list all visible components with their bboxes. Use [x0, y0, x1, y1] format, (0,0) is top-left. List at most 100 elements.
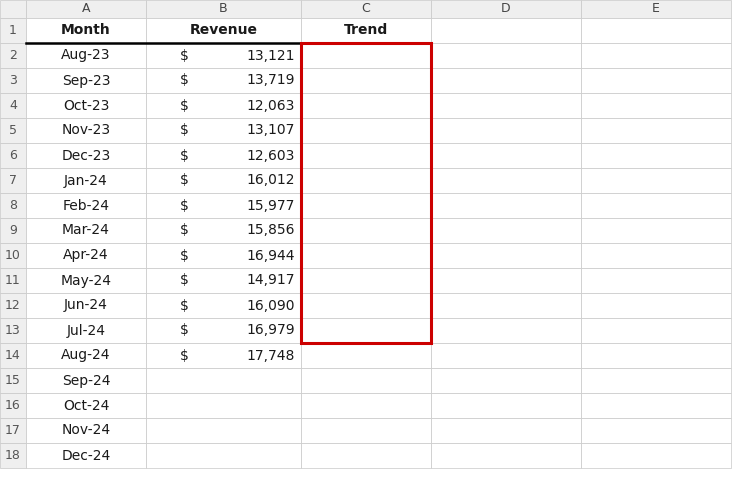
Bar: [146, 43, 301, 68]
Bar: [431, 243, 581, 268]
Text: Dec-24: Dec-24: [62, 448, 111, 463]
Text: Sep-24: Sep-24: [62, 373, 110, 387]
Text: $: $: [180, 299, 189, 312]
Text: E: E: [652, 2, 660, 15]
Text: $: $: [180, 348, 189, 362]
Bar: [146, 68, 301, 93]
Bar: [301, 218, 431, 243]
Bar: [0, 418, 26, 443]
Bar: [431, 418, 581, 443]
Bar: [301, 43, 431, 68]
Text: $: $: [180, 199, 189, 213]
Text: 12,603: 12,603: [247, 148, 295, 163]
Bar: [431, 168, 581, 193]
Text: 17: 17: [5, 424, 21, 437]
Bar: [581, 268, 731, 293]
Bar: [26, 68, 146, 93]
Bar: [581, 43, 731, 68]
Text: Mar-24: Mar-24: [62, 224, 110, 238]
Bar: [26, 293, 146, 318]
Text: 14: 14: [5, 349, 21, 362]
Text: Aug-23: Aug-23: [62, 48, 111, 62]
Bar: [26, 143, 146, 168]
Bar: [146, 93, 301, 118]
Text: $: $: [180, 48, 189, 62]
Text: Feb-24: Feb-24: [62, 199, 110, 213]
Bar: [301, 18, 431, 43]
Text: 13,719: 13,719: [247, 73, 295, 87]
Bar: [0, 143, 26, 168]
Bar: [146, 418, 301, 443]
Bar: [0, 268, 26, 293]
Bar: [146, 143, 301, 168]
Bar: [301, 0, 431, 18]
Text: Month: Month: [62, 24, 111, 37]
Bar: [301, 293, 431, 318]
Bar: [581, 343, 731, 368]
Bar: [0, 168, 26, 193]
Text: 16,944: 16,944: [247, 249, 295, 263]
Bar: [0, 393, 26, 418]
Bar: [581, 393, 731, 418]
Bar: [431, 293, 581, 318]
Text: 17,748: 17,748: [247, 348, 295, 362]
Text: B: B: [219, 2, 228, 15]
Bar: [301, 68, 431, 93]
Bar: [146, 318, 301, 343]
Bar: [26, 43, 146, 68]
Text: Sep-23: Sep-23: [62, 73, 110, 87]
Text: C: C: [362, 2, 370, 15]
Text: 5: 5: [9, 124, 17, 137]
Bar: [581, 193, 731, 218]
Text: Apr-24: Apr-24: [63, 249, 109, 263]
Bar: [431, 393, 581, 418]
Bar: [0, 318, 26, 343]
Bar: [581, 168, 731, 193]
Bar: [146, 18, 301, 43]
Bar: [431, 343, 581, 368]
Bar: [0, 93, 26, 118]
Bar: [431, 268, 581, 293]
Bar: [26, 93, 146, 118]
Bar: [26, 18, 146, 43]
Bar: [26, 118, 146, 143]
Bar: [581, 443, 731, 468]
Bar: [301, 243, 431, 268]
Text: A: A: [82, 2, 90, 15]
Text: $: $: [180, 173, 189, 188]
Bar: [581, 293, 731, 318]
Bar: [0, 243, 26, 268]
Bar: [26, 268, 146, 293]
Text: 15,856: 15,856: [247, 224, 295, 238]
Text: $: $: [180, 324, 189, 337]
Text: Nov-24: Nov-24: [62, 423, 110, 437]
Bar: [0, 43, 26, 68]
Text: $: $: [180, 98, 189, 112]
Text: 14,917: 14,917: [247, 274, 295, 288]
Text: 13,121: 13,121: [247, 48, 295, 62]
Bar: [301, 118, 431, 143]
Bar: [581, 93, 731, 118]
Bar: [26, 418, 146, 443]
Text: 16,012: 16,012: [247, 173, 295, 188]
Bar: [581, 218, 731, 243]
Text: D: D: [501, 2, 511, 15]
Bar: [301, 193, 431, 218]
Text: 16,090: 16,090: [247, 299, 295, 312]
Text: Oct-24: Oct-24: [63, 398, 110, 412]
Bar: [431, 93, 581, 118]
Text: Jul-24: Jul-24: [67, 324, 106, 337]
Text: $: $: [180, 148, 189, 163]
Text: $: $: [180, 249, 189, 263]
Bar: [26, 0, 146, 18]
Text: 6: 6: [9, 149, 17, 162]
Text: Dec-23: Dec-23: [62, 148, 111, 163]
Text: 4: 4: [9, 99, 17, 112]
Bar: [301, 343, 431, 368]
Text: 7: 7: [9, 174, 17, 187]
Text: 9: 9: [9, 224, 17, 237]
Bar: [301, 418, 431, 443]
Bar: [301, 318, 431, 343]
Bar: [146, 243, 301, 268]
Bar: [431, 0, 581, 18]
